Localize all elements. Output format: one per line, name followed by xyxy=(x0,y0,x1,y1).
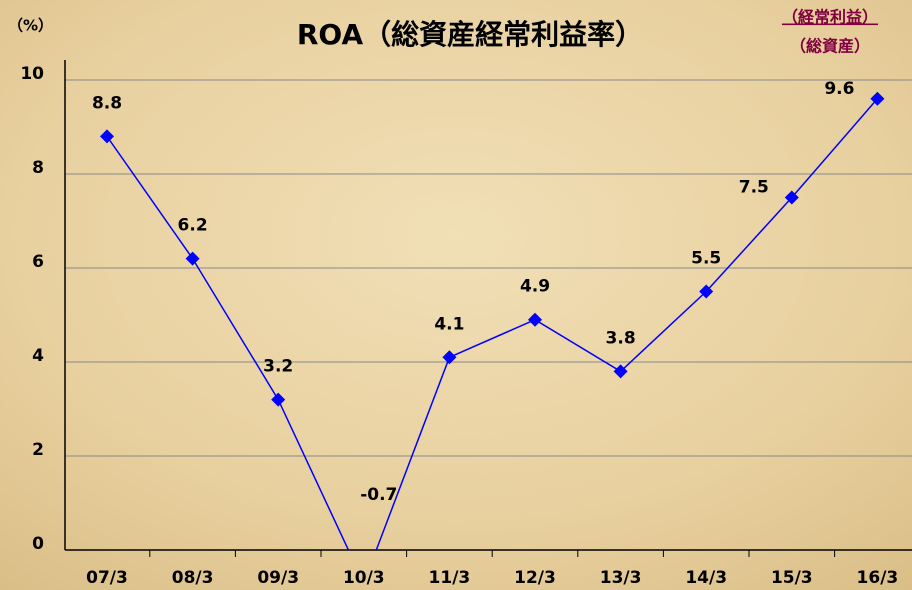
y-tick-label: 4 xyxy=(32,346,44,366)
data-label: 4.9 xyxy=(520,277,550,297)
y-tick-label: 10 xyxy=(20,64,44,84)
data-label: 4.1 xyxy=(434,314,464,334)
marker xyxy=(870,91,885,106)
data-label: -0.7 xyxy=(360,485,397,505)
marker xyxy=(528,312,542,327)
marker xyxy=(613,364,628,379)
plot-clip xyxy=(100,91,885,550)
marker xyxy=(271,392,286,407)
marker xyxy=(784,190,799,205)
chart-title: ROA（総資産経常利益率） xyxy=(297,18,643,51)
series-line xyxy=(106,98,878,550)
x-tick-label: 16/3 xyxy=(857,568,899,588)
data-label: 6.2 xyxy=(178,216,208,236)
x-tick-label: 11/3 xyxy=(429,568,471,588)
x-tick-label: 09/3 xyxy=(257,568,299,588)
x-tick-label: 12/3 xyxy=(514,568,556,588)
y-tick-label: 6 xyxy=(32,252,44,272)
y-tick-label: 0 xyxy=(32,534,44,554)
data-label: 3.8 xyxy=(606,328,636,348)
marker xyxy=(100,129,114,144)
x-tick-label: 10/3 xyxy=(343,568,385,588)
x-tick-label: 15/3 xyxy=(771,568,813,588)
formula-denominator: （総資産） xyxy=(790,37,870,56)
x-tick-label: 13/3 xyxy=(600,568,642,588)
y-unit: （%） xyxy=(8,17,53,35)
y-tick-label: 8 xyxy=(32,158,44,178)
x-tick-label: 08/3 xyxy=(172,568,214,588)
y-tick-label: 2 xyxy=(32,440,44,460)
marker xyxy=(442,350,457,365)
data-label: 9.6 xyxy=(824,79,854,99)
data-label: 7.5 xyxy=(739,178,769,198)
x-tick-label: 07/3 xyxy=(86,568,128,588)
formula-numerator: （経常利益） xyxy=(782,8,878,27)
marker xyxy=(699,284,714,299)
marker xyxy=(185,251,200,266)
data-label: 5.5 xyxy=(691,249,721,269)
data-label: 8.8 xyxy=(92,93,122,113)
data-label: 3.2 xyxy=(263,357,293,377)
x-tick-label: 14/3 xyxy=(685,568,727,588)
